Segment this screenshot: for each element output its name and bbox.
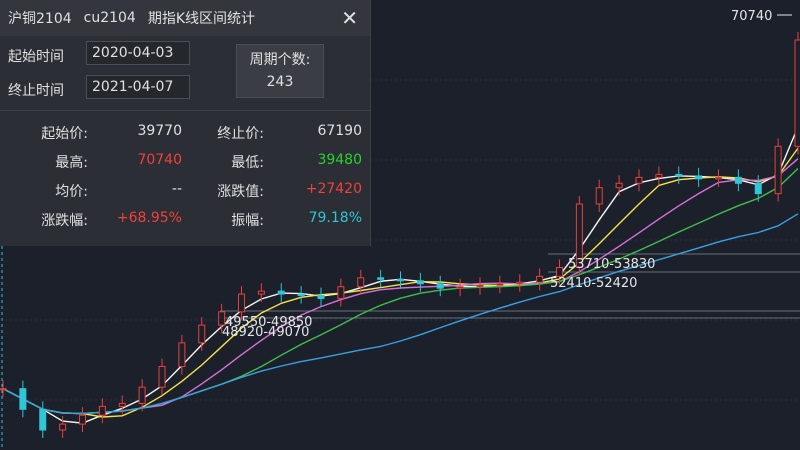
start-date[interactable]: 2020-04-03 — [86, 41, 190, 65]
count-label: 周期个数: — [249, 52, 311, 68]
stat-value: 70740 — [137, 152, 182, 168]
candle-body — [675, 173, 683, 177]
candle-body — [794, 39, 800, 147]
stat-label: 终止价: — [217, 126, 264, 142]
candle-body — [635, 176, 643, 184]
candle-body — [118, 402, 126, 407]
candle-body — [695, 175, 703, 180]
candle-body — [556, 267, 563, 277]
candle-body — [297, 293, 305, 297]
candle-body — [496, 283, 504, 286]
candle-body — [536, 275, 544, 283]
stat-label: 涨跌值: — [217, 184, 264, 200]
candle-body — [218, 311, 226, 326]
stat-value: 39480 — [317, 152, 362, 168]
candle-body — [476, 284, 484, 288]
close-button[interactable]: ✕ — [341, 6, 358, 30]
stat-value: 79.18% — [308, 210, 362, 226]
candle-body — [397, 278, 404, 282]
candle-body — [436, 283, 444, 289]
candle-body — [19, 388, 27, 410]
candle-body — [158, 365, 166, 388]
high-annotation: 70740 — [731, 9, 772, 24]
candle-body — [615, 182, 623, 189]
contract-name: 沪铜2104 — [8, 11, 72, 27]
candle-body — [277, 290, 285, 295]
candle-body — [317, 295, 325, 300]
candle-body — [377, 277, 385, 280]
candle-body — [337, 286, 345, 300]
candle-body — [59, 423, 67, 431]
count-box: 周期个数: 243 — [236, 44, 324, 98]
stats-panel: 沪铜2104 cu2104 期指K线区间统计 ✕ 起始时间 2020-04-03… — [0, 0, 371, 246]
stat-value: -- — [171, 181, 182, 197]
candle-body — [178, 342, 186, 367]
stat-value: +68.95% — [116, 210, 182, 226]
stat-label: 涨跌幅: — [41, 213, 88, 229]
range-annotation: 49550-49850 — [225, 315, 312, 330]
range-annotation: 52410-52420 — [550, 276, 637, 291]
stat-label: 振幅: — [231, 213, 264, 229]
candle-body — [0, 388, 7, 391]
moving-average — [2, 213, 799, 415]
candle-body — [754, 182, 762, 195]
candle-body — [715, 176, 722, 180]
range-lines — [220, 253, 800, 319]
panel-header: 沪铜2104 cu2104 期指K线区间统计 — [0, 0, 370, 36]
candle-body — [238, 293, 245, 313]
start-label: 起始时间 — [8, 49, 64, 65]
candle-body — [734, 176, 742, 184]
panel-title: 期指K线区间统计 — [147, 11, 256, 27]
stat-label: 最高: — [55, 155, 88, 171]
candle-body — [138, 386, 146, 404]
stat-label: 最低: — [231, 155, 264, 171]
stat-value: +27420 — [305, 181, 362, 197]
count-value: 243 — [266, 74, 294, 90]
end-label: 终止时间 — [8, 83, 64, 99]
stat-value: 67190 — [317, 123, 362, 139]
candle-body — [257, 290, 265, 295]
range-annotation: 48920-49070 — [222, 325, 309, 340]
separator — [0, 110, 370, 111]
range-annotation: 53710-53830 — [568, 257, 655, 272]
candle-body — [575, 203, 583, 269]
candle-body — [655, 173, 663, 178]
grid — [0, 79, 800, 401]
candle-body — [774, 145, 782, 195]
candle-body — [416, 280, 424, 285]
candle-body — [357, 277, 365, 288]
stat-value: 39770 — [137, 123, 182, 139]
stat-label: 均价: — [55, 184, 88, 200]
candle-body — [595, 187, 603, 205]
candle-body — [39, 408, 47, 431]
candle-body — [456, 286, 464, 289]
end-date[interactable]: 2021-04-07 — [86, 75, 190, 99]
candle-body — [98, 405, 106, 416]
contract-code: cu2104 — [83, 10, 136, 26]
candle-body — [516, 281, 524, 285]
candle-body — [198, 324, 206, 344]
candle-body — [79, 414, 86, 425]
stat-label: 起始价: — [41, 126, 88, 142]
